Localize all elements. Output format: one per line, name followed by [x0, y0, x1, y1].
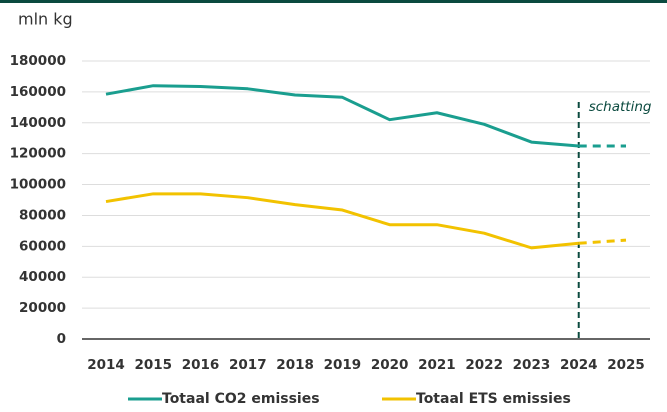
legend-label: Totaal CO2 emissies: [162, 391, 320, 407]
x-tick-label: 2024: [560, 357, 598, 373]
y-tick-label: 160000: [10, 84, 66, 100]
y-tick-label: 120000: [10, 146, 66, 162]
y-tick-label: 60000: [19, 238, 66, 254]
x-tick-label: 2018: [276, 357, 314, 373]
x-tick-label: 2025: [607, 357, 645, 373]
y-tick-label: 20000: [19, 300, 66, 316]
top-border: [0, 0, 667, 3]
annotation: schatting: [589, 99, 652, 115]
x-tick-label: 2019: [324, 357, 362, 373]
x-tick-label: 2015: [134, 357, 172, 373]
y-tick-label: 100000: [10, 177, 66, 193]
y-tick-label: 0: [57, 331, 66, 347]
x-tick-label: 2022: [465, 357, 503, 373]
x-tick-label: 2023: [513, 357, 551, 373]
series-line-estimate: [578, 238, 627, 245]
x-tick-label: 2014: [87, 357, 125, 373]
x-tick-label: 2016: [182, 357, 220, 373]
y-axis-label: mln kg: [18, 10, 73, 29]
x-tick-label: 2020: [371, 357, 409, 373]
y-tick-label: 140000: [10, 115, 66, 131]
series-line: [105, 84, 579, 148]
x-tick-label: 2021: [418, 357, 456, 373]
legend-label: Totaal ETS emissies: [416, 391, 571, 407]
x-tick-label: 2017: [229, 357, 267, 373]
y-tick-label: 180000: [10, 53, 66, 69]
y-tick-label: 40000: [19, 269, 66, 285]
series-line: [105, 192, 579, 250]
y-tick-label: 80000: [19, 207, 66, 223]
